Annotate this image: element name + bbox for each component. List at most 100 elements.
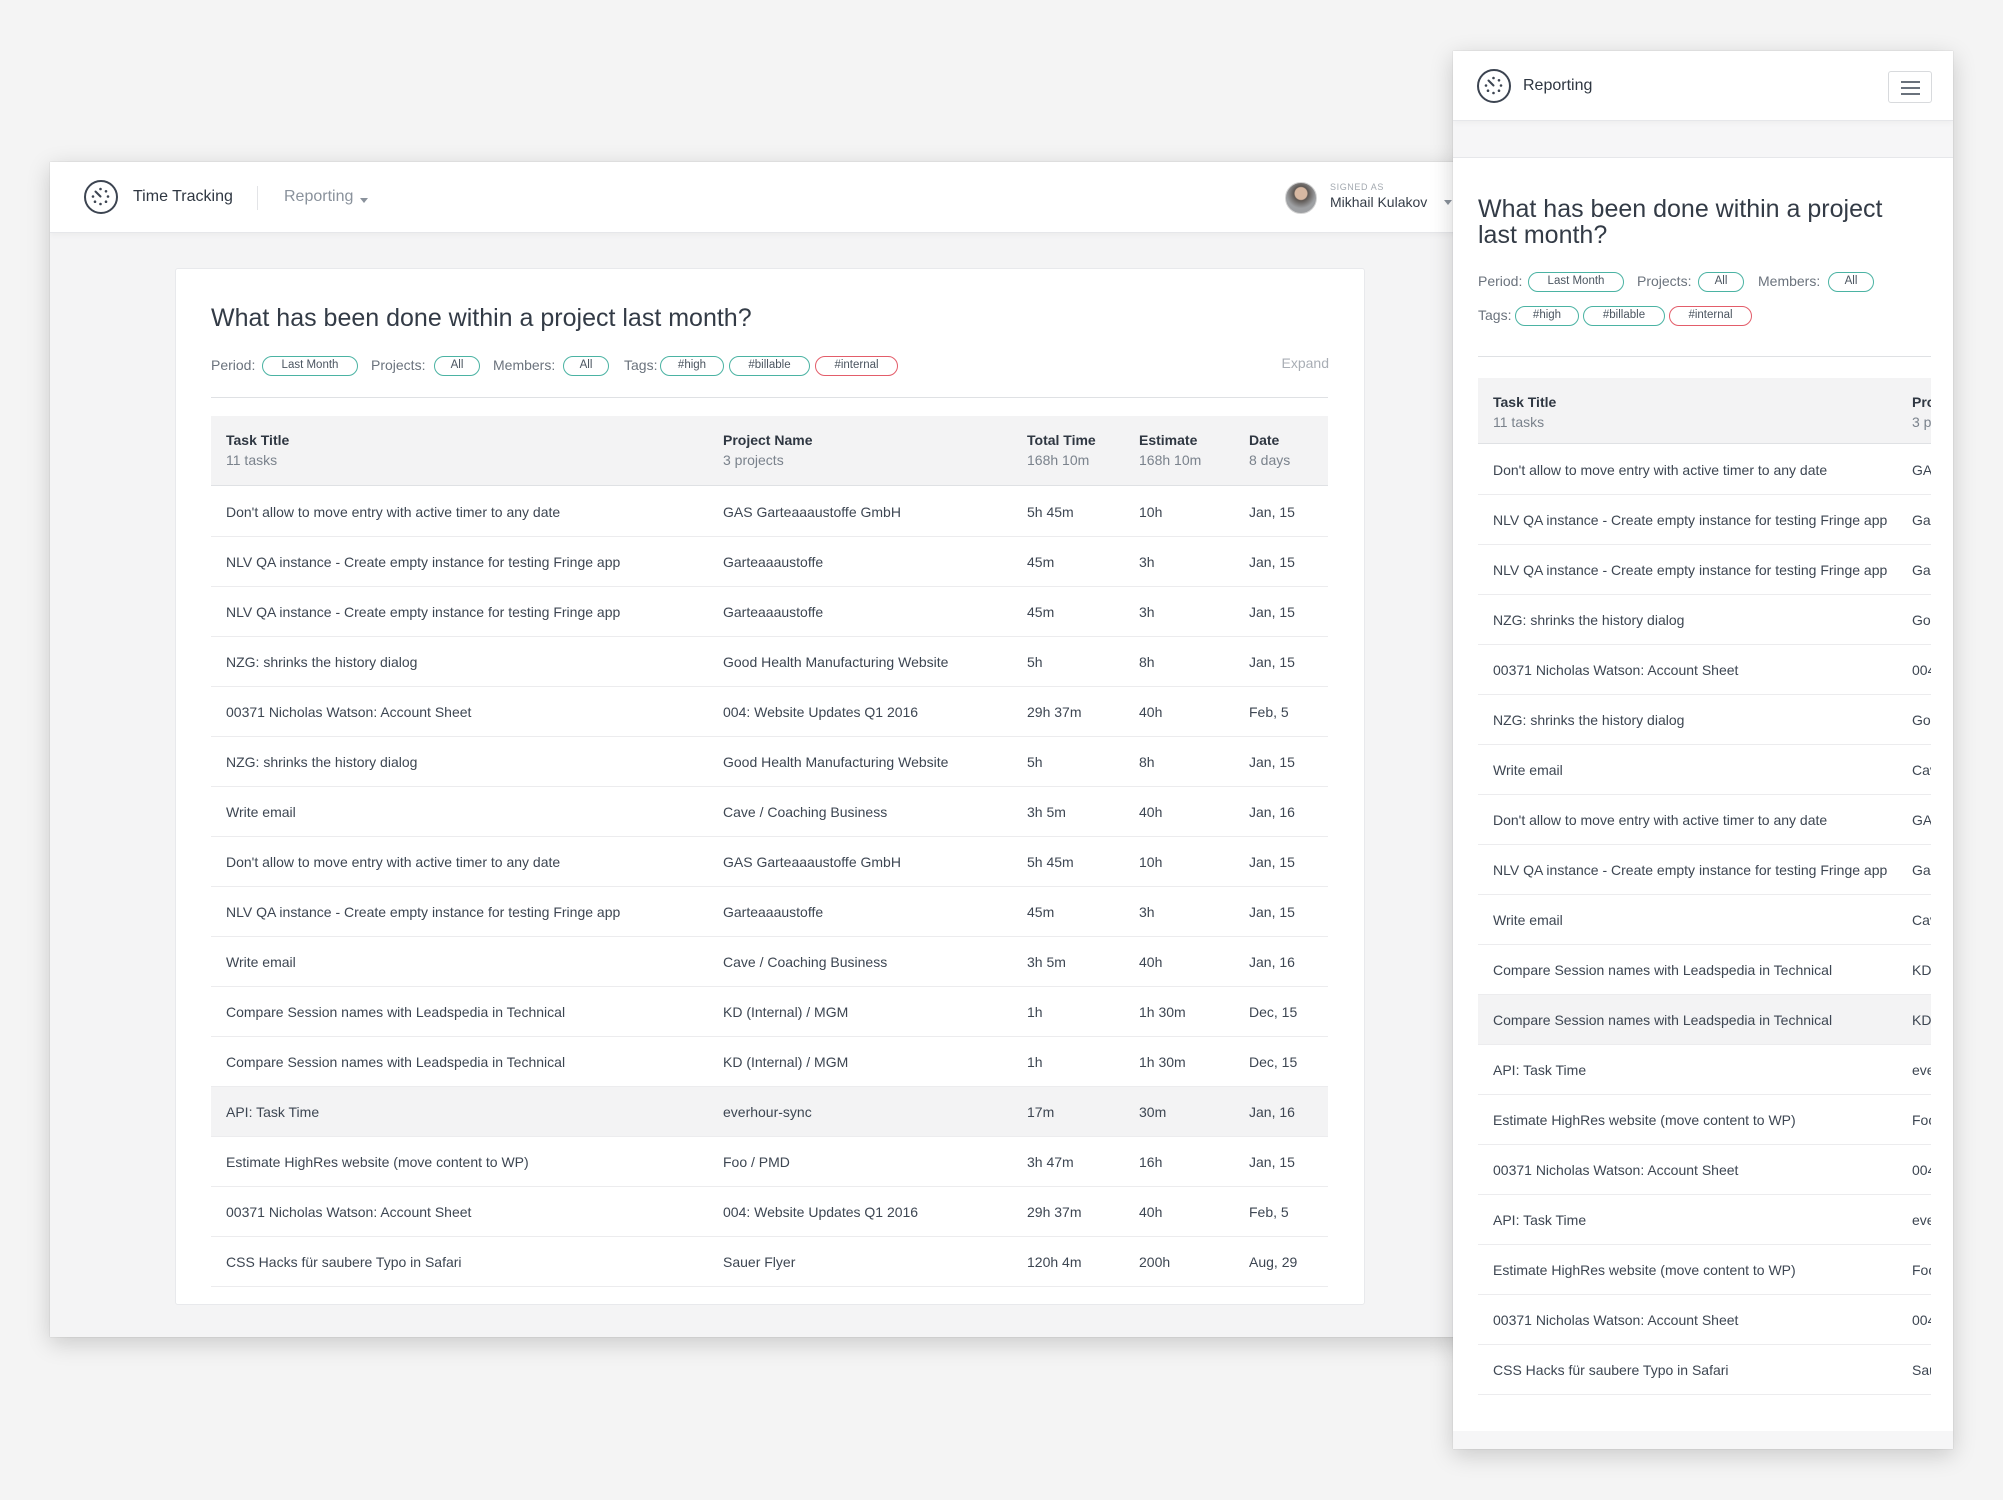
tag-high-chip[interactable]: #high	[1515, 306, 1579, 326]
table-row[interactable]: Write email Cav	[1478, 745, 1931, 795]
clock-logo-icon[interactable]	[1477, 69, 1511, 103]
table-row[interactable]: Compare Session names with Leadspedia in…	[1478, 945, 1931, 995]
projects-filter-chip[interactable]: All	[434, 356, 480, 376]
table-row[interactable]: 00371 Nicholas Watson: Account Sheet 004	[1478, 1295, 1931, 1345]
caret-down-icon[interactable]	[360, 198, 368, 203]
projects-filter-chip[interactable]: All	[1698, 272, 1744, 292]
table-row[interactable]: API: Task Time eve	[1478, 1195, 1931, 1245]
table-row[interactable]: CSS Hacks für saubere Typo in Safari Saue…	[211, 1237, 1328, 1287]
page-title: What has been done within a project last…	[211, 304, 752, 332]
table-row[interactable]: 00371 Nicholas Watson: Account Sheet 004	[1478, 645, 1931, 695]
tags-label: Tags:	[624, 357, 658, 373]
table-cell: 30m	[1139, 1104, 1167, 1120]
table-cell: 004	[1912, 1312, 1931, 1328]
signed-as-label: SIGNED AS	[1330, 182, 1384, 192]
column-date[interactable]: Date	[1249, 432, 1280, 448]
expand-link[interactable]: Expand	[1281, 355, 1329, 371]
mobile-window: Reporting What has been done within a pr…	[1453, 51, 1953, 1449]
table-row[interactable]: NZG: shrinks the history dialog Good Heal…	[211, 637, 1328, 687]
table-row[interactable]: Write email Cav	[1478, 895, 1931, 945]
table-row[interactable]: NLV QA instance - Create empty instance …	[1478, 545, 1931, 595]
column-project-name[interactable]: Project Name	[723, 432, 813, 448]
table-row[interactable]: Don't allow to move entry with active ti…	[211, 837, 1328, 887]
table-cell: Garteaaaustoffe	[723, 904, 824, 920]
period-label: Period:	[211, 357, 256, 373]
period-filter-chip[interactable]: Last Month	[262, 356, 358, 376]
divider	[1478, 356, 1931, 357]
divider	[211, 397, 1328, 398]
column-estimate-sum: 168h 10m	[1139, 452, 1202, 468]
user-caret-down-icon[interactable]	[1444, 200, 1452, 205]
members-filter-chip[interactable]: All	[1828, 272, 1874, 292]
table-row[interactable]: Estimate HighRes website (move content t…	[1478, 1095, 1931, 1145]
hamburger-menu-button[interactable]	[1888, 71, 1932, 103]
tag-high-chip[interactable]: #high	[660, 356, 724, 376]
table-cell: 3h 5m	[1027, 804, 1066, 820]
members-label: Members:	[493, 357, 556, 373]
table-row[interactable]: Estimate HighRes website (move content t…	[211, 1137, 1328, 1187]
table-row[interactable]: NZG: shrinks the history dialog Good Heal…	[211, 737, 1328, 787]
table-row[interactable]: NLV QA instance - Create empty instance …	[211, 537, 1328, 587]
table-row[interactable]: NLV QA instance - Create empty instance …	[1478, 845, 1931, 895]
tag-internal-chip[interactable]: #internal	[1669, 306, 1752, 326]
table-row[interactable]: API: Task Time everhour-sync 17m 30m Jan, 16	[211, 1087, 1328, 1137]
table-cell: Sau	[1912, 1362, 1931, 1378]
table-row[interactable]: CSS Hacks für saubere Typo in Safari Sau	[1478, 1345, 1931, 1395]
table-cell: GAS Garteaaaustoffe GmbH	[723, 854, 901, 870]
table-row[interactable]: Compare Session names with Leadspedia in…	[211, 987, 1328, 1037]
column-total-time-sum: 168h 10m	[1027, 452, 1090, 468]
column-task-title[interactable]: Task Title	[226, 432, 290, 448]
column-task-title[interactable]: Task Title	[1493, 394, 1557, 410]
table-row[interactable]: Don't allow to move entry with active ti…	[1478, 445, 1931, 495]
period-filter-chip[interactable]: Last Month	[1528, 272, 1624, 292]
app-title[interactable]: Reporting	[1523, 77, 1593, 94]
tag-billable-chip[interactable]: #billable	[729, 356, 810, 376]
table-cell: 16h	[1139, 1154, 1163, 1170]
table-row[interactable]: 00371 Nicholas Watson: Account Sheet 004:…	[211, 687, 1328, 737]
table-cell: Jan, 16	[1249, 1104, 1295, 1120]
column-total-time[interactable]: Total Time	[1027, 432, 1096, 448]
table-cell: Jan, 15	[1249, 604, 1295, 620]
table-row[interactable]: NZG: shrinks the history dialog Goo	[1478, 595, 1931, 645]
table-row[interactable]: NLV QA instance - Create empty instance …	[1478, 495, 1931, 545]
table-row[interactable]: API: Task Time eve	[1478, 1045, 1931, 1095]
table-cell: 5h 45m	[1027, 854, 1074, 870]
table-cell: Foo / PMD	[723, 1154, 790, 1170]
menu-line	[1901, 87, 1920, 89]
table-cell: 17m	[1027, 1104, 1055, 1120]
avatar[interactable]	[1285, 182, 1317, 214]
table-cell: 45m	[1027, 554, 1055, 570]
table-cell: Jan, 15	[1249, 904, 1295, 920]
table-header: Task Title 11 tasks Pro 3 p	[1478, 378, 1931, 444]
table-row[interactable]: NZG: shrinks the history dialog Goo	[1478, 695, 1931, 745]
column-estimate[interactable]: Estimate	[1139, 432, 1198, 448]
clock-logo-icon[interactable]	[84, 180, 118, 214]
table-row[interactable]: Compare Session names with Leadspedia in…	[211, 1037, 1328, 1087]
user-name[interactable]: Mikhail Kulakov	[1330, 194, 1428, 210]
table-cell: 45m	[1027, 904, 1055, 920]
page-title: What has been done within a project last…	[1478, 195, 1883, 250]
tag-billable-chip[interactable]: #billable	[1583, 306, 1665, 326]
members-filter-chip[interactable]: All	[563, 356, 609, 376]
reporting-menu[interactable]: Reporting	[284, 188, 354, 205]
table-cell: Cave / Coaching Business	[723, 954, 888, 970]
table-row[interactable]: Write email Cave / Coaching Business 3h 5m…	[211, 787, 1328, 837]
table-row[interactable]: NLV QA instance - Create empty instance …	[211, 587, 1328, 637]
column-project-name[interactable]: Pro	[1912, 394, 1931, 410]
table-row[interactable]: NLV QA instance - Create empty instance …	[211, 887, 1328, 937]
table-cell: NZG: shrinks the history dialog	[1493, 612, 1685, 628]
table-row[interactable]: 00371 Nicholas Watson: Account Sheet 004	[1478, 1145, 1931, 1195]
table-cell: Feb, 5	[1249, 1204, 1289, 1220]
table-cell: Cave / Coaching Business	[723, 804, 888, 820]
table-row[interactable]: Write email Cave / Coaching Business 3h 5m…	[211, 937, 1328, 987]
table-row[interactable]: Estimate HighRes website (move content t…	[1478, 1245, 1931, 1295]
tag-internal-chip[interactable]: #internal	[815, 356, 898, 376]
table-row[interactable]: 00371 Nicholas Watson: Account Sheet 004:…	[211, 1187, 1328, 1237]
table-cell: 40h	[1139, 1204, 1163, 1220]
table-row[interactable]: Don't allow to move entry with active ti…	[211, 487, 1328, 537]
table-cell: Estimate HighRes website (move content t…	[226, 1154, 529, 1170]
table-cell: eve	[1912, 1062, 1931, 1078]
table-row[interactable]: Don't allow to move entry with active ti…	[1478, 795, 1931, 845]
table-row[interactable]: Compare Session names with Leadspedia in…	[1478, 995, 1931, 1045]
app-title[interactable]: Time Tracking	[133, 188, 233, 205]
